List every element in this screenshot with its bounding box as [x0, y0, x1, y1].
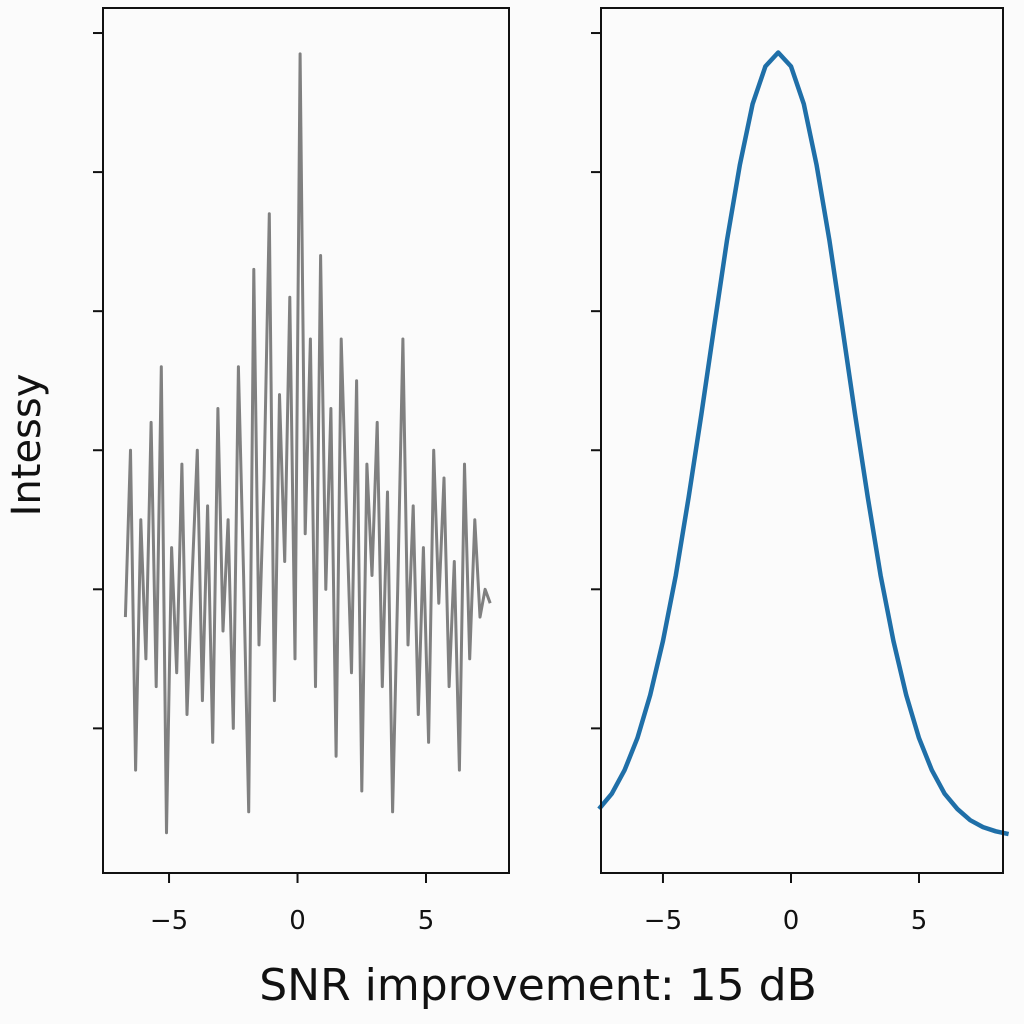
x-tick-label: −5 [150, 906, 188, 936]
x-tick-label: 0 [289, 906, 306, 936]
x-axis-label: SNR improvement: 15 dB [259, 960, 817, 1011]
series-line-0 [123, 52, 492, 835]
x-tick-label: 0 [783, 906, 800, 936]
x-tick-label: 5 [911, 906, 928, 936]
axes-frame [600, 7, 1004, 874]
series-line-0 [597, 50, 1010, 837]
axes-frame [102, 7, 510, 874]
left-panel: −5 0 5 [93, 7, 510, 936]
y-axis-label: Intessy [4, 374, 50, 517]
x-tick-label: 5 [418, 906, 435, 936]
right-panel: −5 0 5 [591, 7, 1010, 936]
x-tick-label: −5 [644, 906, 682, 936]
